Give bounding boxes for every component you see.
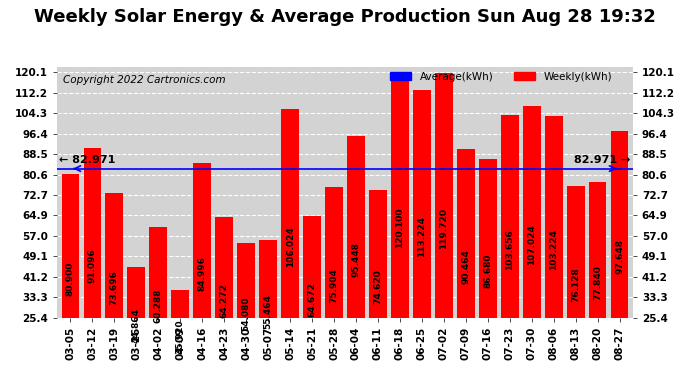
Text: 35.920: 35.920 — [176, 320, 185, 354]
Bar — [193, 164, 211, 375]
Text: 95.448: 95.448 — [351, 242, 360, 278]
Bar — [457, 149, 475, 375]
Text: 119.720: 119.720 — [440, 208, 449, 249]
Text: 97.648: 97.648 — [615, 240, 624, 274]
Text: 103.224: 103.224 — [549, 230, 558, 270]
Text: 80.900: 80.900 — [66, 261, 75, 296]
Text: 86.680: 86.680 — [483, 254, 493, 288]
Text: Copyright 2022 Cartronics.com: Copyright 2022 Cartronics.com — [63, 75, 226, 85]
Bar — [128, 267, 145, 375]
Bar — [83, 147, 101, 375]
Text: 73.696: 73.696 — [110, 270, 119, 305]
Bar — [106, 193, 123, 375]
Text: 77.840: 77.840 — [593, 265, 602, 300]
Text: 113.224: 113.224 — [417, 216, 426, 257]
Text: 107.024: 107.024 — [527, 224, 536, 265]
Text: ← 82.971: ← 82.971 — [59, 155, 116, 165]
Bar — [545, 116, 562, 375]
Text: 74.620: 74.620 — [373, 269, 382, 304]
Bar — [501, 115, 519, 375]
Bar — [589, 182, 607, 375]
Text: 54.080: 54.080 — [241, 296, 250, 331]
Text: 82.971 →: 82.971 → — [574, 155, 631, 165]
Bar — [611, 130, 629, 375]
Bar — [435, 74, 453, 375]
Bar — [150, 227, 167, 375]
Bar — [391, 72, 408, 375]
Bar — [347, 136, 365, 375]
Text: 64.272: 64.272 — [219, 283, 228, 318]
Text: 76.128: 76.128 — [571, 267, 580, 302]
Text: 90.464: 90.464 — [462, 249, 471, 284]
Bar — [259, 240, 277, 375]
Text: 64.672: 64.672 — [308, 282, 317, 317]
Text: 75.904: 75.904 — [330, 268, 339, 303]
Bar — [567, 186, 584, 375]
Text: 103.656: 103.656 — [505, 229, 514, 270]
Text: 91.096: 91.096 — [88, 248, 97, 283]
Text: 55.464: 55.464 — [264, 294, 273, 329]
Bar — [237, 243, 255, 375]
Bar — [523, 106, 540, 375]
Text: 120.100: 120.100 — [395, 208, 404, 248]
Text: 44.864: 44.864 — [132, 308, 141, 343]
Bar — [369, 190, 387, 375]
Text: 60.288: 60.288 — [154, 288, 163, 322]
Bar — [215, 217, 233, 375]
Bar — [171, 290, 189, 375]
Text: 84.996: 84.996 — [197, 256, 207, 291]
Bar — [413, 90, 431, 375]
Bar — [303, 216, 321, 375]
Bar — [479, 159, 497, 375]
Text: 106.024: 106.024 — [286, 226, 295, 267]
Text: Weekly Solar Energy & Average Production Sun Aug 28 19:32: Weekly Solar Energy & Average Production… — [34, 8, 656, 26]
Legend: Average(kWh), Weekly(kWh): Average(kWh), Weekly(kWh) — [386, 68, 616, 86]
Bar — [325, 187, 343, 375]
Bar — [61, 174, 79, 375]
Bar — [282, 109, 299, 375]
